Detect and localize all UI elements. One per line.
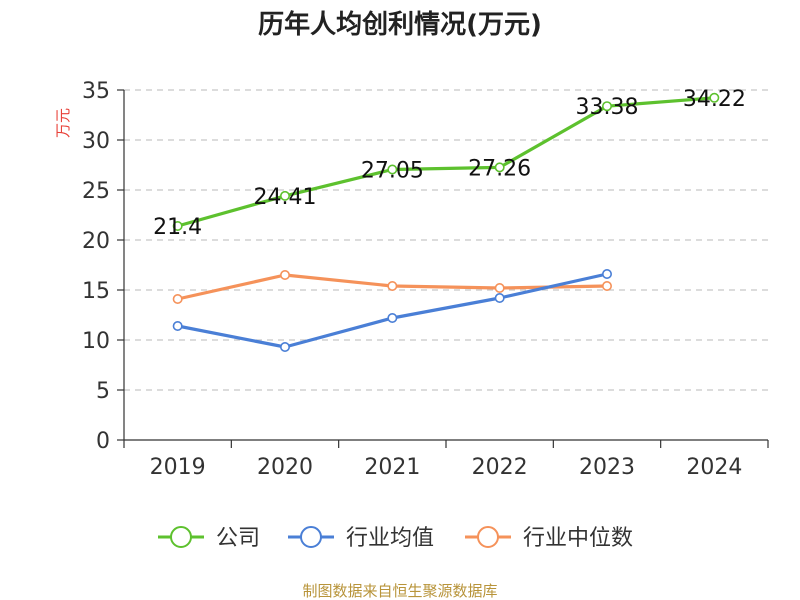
data-point <box>387 280 398 291</box>
axes: 0 5 10 15 20 25 30 35 2019 2020 2021 2022 2023 2024 <box>82 79 769 480</box>
data-label: 24.41 <box>254 185 317 210</box>
data-point <box>279 341 290 352</box>
data-label: 21.4 <box>153 215 202 240</box>
legend-label: 行业中位数 <box>523 526 633 551</box>
y-axis-title: 万元 <box>54 108 72 138</box>
series-layer <box>172 92 720 352</box>
y-tick-label: 10 <box>82 329 110 354</box>
legend-marker <box>300 526 322 548</box>
legend[interactable]: 公司 行业均值 行业中位数 <box>158 526 633 551</box>
data-point <box>172 320 183 331</box>
data-point <box>601 268 612 279</box>
x-tick-label-2021: 2021 <box>364 455 420 480</box>
legend-label: 行业均值 <box>346 526 434 551</box>
footer-source: 制图数据来自恒生聚源数据库 <box>302 582 497 600</box>
chart-title: 历年人均创利情况(万元) <box>258 9 542 40</box>
legend-label: 公司 <box>216 526 260 551</box>
y-tick-label: 0 <box>96 429 110 454</box>
y-tick-label: 35 <box>82 79 110 104</box>
data-point <box>494 282 505 293</box>
data-label: 33.38 <box>576 95 639 120</box>
data-label: 27.26 <box>468 156 531 181</box>
data-point <box>279 190 290 201</box>
y-tick-label: 25 <box>82 179 110 204</box>
legend-item-2[interactable]: 行业中位数 <box>465 526 633 551</box>
x-tick-label-2019: 2019 <box>150 455 206 480</box>
data-point <box>387 164 398 175</box>
data-labels: 21.4 24.41 27.05 27.26 33.38 34.22 <box>153 87 746 240</box>
data-label: 27.05 <box>361 159 424 184</box>
data-point <box>387 312 398 323</box>
x-tick-label-2020: 2020 <box>257 455 313 480</box>
data-point <box>494 292 505 303</box>
x-tick-label-2023: 2023 <box>579 455 635 480</box>
series-2 <box>172 269 612 304</box>
legend-item-0[interactable]: 公司 <box>158 526 260 551</box>
data-point <box>172 221 183 232</box>
series-1 <box>172 268 612 352</box>
x-tick-label-2024: 2024 <box>686 455 742 480</box>
y-tick-label: 5 <box>96 379 110 404</box>
series-line <box>176 96 716 228</box>
data-point <box>494 162 505 173</box>
legend-marker <box>170 526 192 548</box>
data-point <box>279 269 290 280</box>
y-tick-label: 30 <box>82 129 110 154</box>
series-0 <box>172 92 720 232</box>
gridlines <box>124 89 768 391</box>
data-label: 34.22 <box>683 87 746 112</box>
data-point <box>172 293 183 304</box>
legend-item-1[interactable]: 行业均值 <box>288 526 434 551</box>
data-point <box>709 92 720 103</box>
legend-marker <box>477 526 499 548</box>
y-tick-label: 15 <box>82 279 110 304</box>
data-point <box>601 101 612 112</box>
x-tick-label-2022: 2022 <box>472 455 528 480</box>
y-tick-label: 20 <box>82 229 110 254</box>
data-point <box>601 280 612 291</box>
